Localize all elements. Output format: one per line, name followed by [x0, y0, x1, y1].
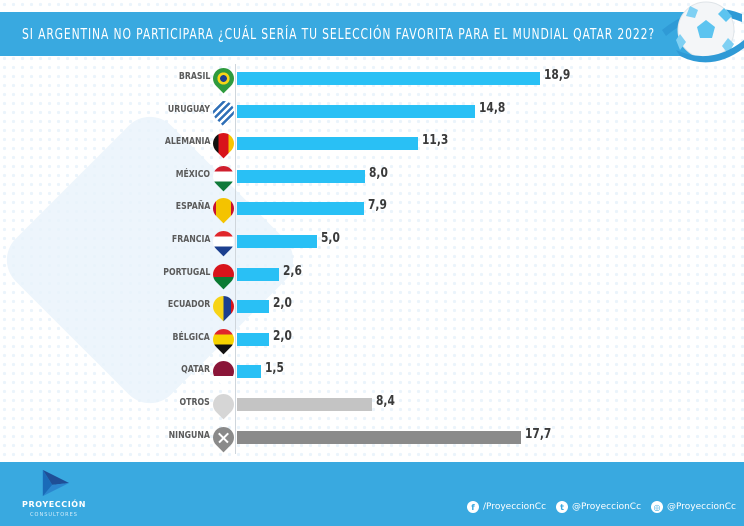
category-label: MÉXICO [175, 168, 210, 180]
category-label: BÉLGICA [172, 331, 210, 343]
category-label: URUGUAY [167, 103, 210, 115]
footer-band [0, 462, 744, 526]
chart-row: ALEMANIA 11,3 [0, 128, 744, 159]
category-label: ALEMANIA [164, 136, 210, 148]
value-label: 1,5 [265, 361, 284, 377]
proyeccion-logo-icon [42, 469, 70, 497]
instagram-icon: ◎ [651, 501, 664, 513]
title-band [0, 12, 700, 56]
social-instagram[interactable]: ◎ @ProyeccionCc [651, 501, 736, 513]
chart-row: URUGUAY 14,8 [0, 96, 744, 127]
value-label: 2,0 [273, 328, 292, 344]
value-label: 2,6 [282, 263, 302, 279]
none-x-icon [208, 422, 239, 452]
category-label: QATAR [181, 364, 210, 376]
bar [237, 365, 262, 379]
chart-row: ESPAÑA 7,9 [0, 194, 744, 224]
value-label: 18,9 [544, 68, 571, 83]
others-blank-icon [208, 389, 239, 420]
value-label: 8,0 [369, 165, 389, 181]
value-label: 17,7 [525, 426, 552, 442]
chart-row: BÉLGICA 2,0 [0, 324, 744, 355]
chart-row: QATAR 1,5 [0, 357, 744, 387]
facebook-handle: /ProyeccionCc [483, 502, 547, 512]
chart-row: MÉXICO 8,0 [0, 161, 744, 192]
category-label: PORTUGAL [162, 266, 210, 278]
value-label: 2,0 [273, 296, 292, 312]
portugal-flag-icon [208, 259, 239, 289]
social-facebook[interactable]: f /ProyeccionCc [467, 501, 546, 513]
mexico-flag-icon [208, 161, 239, 192]
social-twitter[interactable]: t @ProyeccionCc [556, 501, 641, 513]
belgium-flag-icon [208, 324, 239, 355]
chart-row: PORTUGAL 2,6 [0, 259, 744, 290]
twitter-handle: @ProyeccionCc [572, 502, 642, 512]
chart-row: NINGUNA 17,7 [0, 422, 744, 453]
value-label: 7,9 [367, 198, 387, 214]
soccer-ball-icon [662, 1, 744, 63]
bar [237, 202, 364, 216]
ecuador-flag-icon [208, 291, 239, 322]
bar [237, 430, 522, 444]
category-label: FRANCIA [171, 234, 210, 245]
value-label: 11,3 [422, 133, 449, 149]
x-mark-icon [213, 427, 234, 448]
category-label: NINGUNA [168, 429, 210, 441]
instagram-handle: @ProyeccionCc [667, 502, 736, 512]
brand-block: PROYECCIÓN CONSULTORES [14, 500, 94, 518]
facebook-icon: f [467, 501, 480, 513]
twitter-icon: t [556, 501, 569, 513]
y-axis-line [235, 64, 236, 454]
bar [237, 398, 372, 411]
category-label: ECUADOR [167, 299, 210, 311]
value-label: 14,8 [478, 100, 505, 116]
bar [237, 72, 541, 85]
social-links: f /ProyeccionCc t @ProyeccionCc ◎ @Proye… [467, 499, 736, 515]
bar [237, 267, 279, 281]
bar [237, 137, 419, 151]
chart-row: ECUADOR 2,0 [0, 291, 744, 322]
germany-flag-icon [208, 128, 239, 159]
bar [237, 300, 270, 314]
france-flag-icon [208, 226, 239, 257]
value-label: 5,0 [321, 231, 341, 246]
bar [237, 332, 270, 346]
brazil-flag-icon [208, 63, 239, 94]
bar [237, 104, 475, 118]
chart-title: SI ARGENTINA NO PARTICIPARA ¿CUÁL SERÍA … [22, 25, 655, 43]
uruguay-flag-icon [208, 96, 239, 126]
category-label: BRASIL [178, 71, 210, 82]
chart-row: BRASIL 18,9 [0, 63, 744, 94]
chart-row: OTROS 8,4 [0, 389, 744, 420]
brand-subtitle: CONSULTORES [30, 512, 78, 518]
value-label: 8,4 [375, 394, 395, 409]
category-label: OTROS [179, 397, 210, 408]
bar [237, 235, 318, 248]
chart-row: FRANCIA 5,0 [0, 226, 744, 257]
brand-name: PROYECCIÓN [21, 500, 86, 509]
category-label: ESPAÑA [175, 201, 210, 213]
bar [237, 169, 366, 183]
spain-flag-icon [208, 194, 239, 224]
qatar-flag-icon [208, 357, 239, 387]
